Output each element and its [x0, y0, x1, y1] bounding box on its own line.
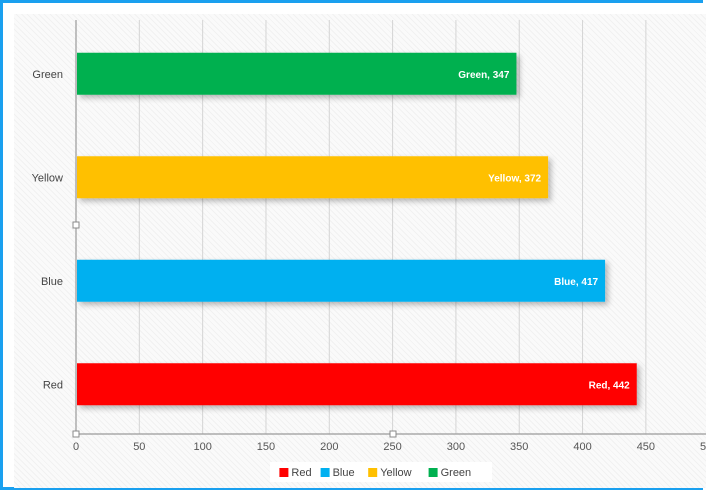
- x-tick-label: 250: [383, 441, 401, 453]
- axis-handle[interactable]: [389, 430, 397, 438]
- bar-yellow[interactable]: [77, 156, 549, 199]
- y-category-label: Yellow: [32, 172, 63, 184]
- bar-blue[interactable]: [77, 259, 606, 302]
- x-tick-label: 400: [573, 441, 591, 453]
- x-tick-label: 300: [447, 441, 465, 453]
- axis-handle[interactable]: [72, 430, 80, 438]
- legend-swatch-yellow: [368, 468, 378, 477]
- data-label: Red, 442: [589, 380, 631, 391]
- y-category-label: Green: [32, 69, 63, 81]
- x-tick-label: 100: [193, 441, 211, 453]
- data-label: Green, 347: [458, 70, 510, 81]
- legend-label: Yellow: [380, 467, 411, 479]
- x-tick-label: 450: [637, 441, 655, 453]
- data-label: Yellow, 372: [488, 173, 541, 184]
- legend-label: Red: [291, 467, 311, 479]
- legend-label: Blue: [333, 467, 355, 479]
- x-tick-label: 200: [320, 441, 338, 453]
- x-tick-label: 350: [510, 441, 528, 453]
- x-tick-label: 50: [133, 441, 145, 453]
- y-category-label: Red: [43, 379, 63, 391]
- x-tick-label: 150: [257, 441, 275, 453]
- data-label: Blue, 417: [554, 277, 598, 288]
- x-tick-label: 500: [700, 441, 706, 453]
- legend-swatch-green: [428, 468, 438, 477]
- legend-swatch-red: [279, 468, 289, 477]
- bar-red[interactable]: [77, 363, 637, 406]
- bar-green[interactable]: [77, 52, 517, 95]
- y-category-label: Blue: [41, 276, 63, 288]
- x-tick-label: 0: [73, 441, 79, 453]
- axis-handle[interactable]: [72, 221, 80, 229]
- legend-swatch-blue: [320, 468, 330, 477]
- legend-label: Green: [441, 467, 472, 479]
